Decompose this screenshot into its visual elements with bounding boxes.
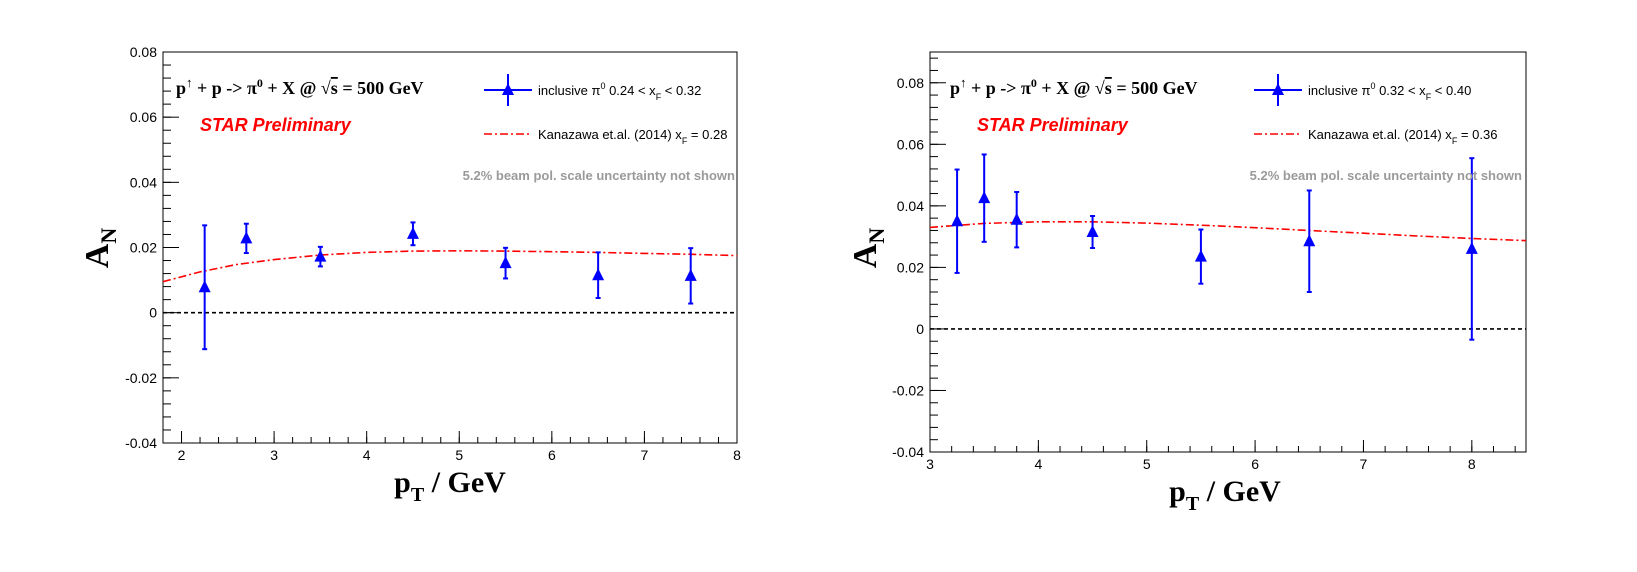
y-tick-label: 0.04 [897, 198, 924, 214]
data-point [406, 226, 419, 239]
y-tick-label: 0 [916, 321, 924, 337]
y-tick-label: 0 [149, 305, 157, 321]
beam-pol-note: 5.2% beam pol. scale uncertainty not sho… [463, 168, 735, 183]
legend-entry-theory: Kanazawa et.al. (2014) xF = 0.36 [1308, 127, 1497, 146]
legend: inclusive π0 0.32 < xF < 0.40 Kanazawa et… [1254, 74, 1497, 146]
reaction-formula: p↑ + p -> π0 + X @ √s = 500 GeV [950, 75, 1198, 98]
star-preliminary-label: STAR Preliminary [977, 115, 1129, 135]
data-point [314, 249, 327, 262]
x-tick-label: 2 [178, 447, 186, 463]
data-point [1086, 225, 1099, 237]
data-point [592, 268, 605, 281]
legend-entry-data: inclusive π0 0.24 < xF < 0.32 [538, 81, 701, 102]
x-tick-label: 6 [548, 447, 556, 463]
data-point [1010, 212, 1023, 225]
beam-pol-note: 5.2% beam pol. scale uncertainty not sho… [1250, 168, 1522, 183]
y-tick-label: 0.04 [130, 174, 157, 190]
x-tick-label: 4 [363, 447, 371, 463]
y-tick-label: 0.08 [897, 75, 924, 91]
legend-marker-triangle [1272, 83, 1284, 95]
legend-marker-triangle [502, 83, 514, 95]
y-tick-label: 0.06 [897, 136, 924, 152]
y-tick-label: -0.04 [125, 435, 157, 451]
y-tick-label: 0.02 [897, 259, 924, 275]
legend-entry-theory: Kanazawa et.al. (2014) xF = 0.28 [538, 127, 727, 146]
x-tick-label: 8 [1468, 456, 1476, 472]
y-axis-title: AN [79, 228, 121, 269]
data-point [1465, 241, 1478, 254]
plot-frame [929, 51, 1527, 453]
y-tick-label: 0.02 [130, 240, 157, 256]
theory-curve [162, 249, 738, 283]
y-tick-label: 0.06 [130, 109, 157, 125]
x-tick-label: 7 [1360, 456, 1368, 472]
star-preliminary-label: STAR Preliminary [200, 115, 352, 135]
legend: inclusive π0 0.24 < xF < 0.32 Kanazawa et… [484, 74, 727, 146]
x-tick-label: 3 [926, 456, 934, 472]
chart-panel-2: -0.04 -0.02 0 0.02 0.04 0.06 0.08 3 4 5 6 7 8 AN pT / … [847, 51, 1527, 515]
x-axis-title: pT / GeV [394, 466, 506, 506]
x-tick-label: 8 [733, 447, 741, 463]
chart-panel-1: -0.04 -0.02 0 0.02 0.04 0.06 0.08 2 3 4 5 6 7 8 AN pT /… [79, 44, 741, 506]
x-tick-label: 6 [1251, 456, 1259, 472]
y-tick-label: -0.02 [125, 370, 157, 386]
x-axis-title: pT / GeV [1169, 475, 1281, 515]
data-point [951, 214, 964, 227]
y-axis-title: AN [847, 228, 889, 269]
data-point [1194, 249, 1207, 262]
data-point [978, 191, 991, 204]
data-point [499, 256, 512, 269]
y-tick-label: -0.02 [892, 382, 924, 398]
theory-curve [929, 221, 1527, 242]
legend-entry-data: inclusive π0 0.32 < xF < 0.40 [1308, 81, 1471, 102]
reaction-formula: p↑ + p -> π0 + X @ √s = 500 GeV [176, 75, 424, 98]
data-point [1303, 234, 1316, 247]
data-point [240, 231, 253, 244]
data-point [684, 268, 697, 281]
x-tick-label: 5 [1143, 456, 1151, 472]
y-tick-label: 0.08 [130, 44, 157, 60]
plot-frame [162, 51, 738, 444]
x-tick-label: 7 [641, 447, 649, 463]
x-tick-label: 4 [1034, 456, 1042, 472]
y-tick-label: -0.04 [892, 444, 924, 460]
x-tick-label: 5 [455, 447, 463, 463]
x-tick-label: 3 [270, 447, 278, 463]
data-point [198, 280, 211, 293]
